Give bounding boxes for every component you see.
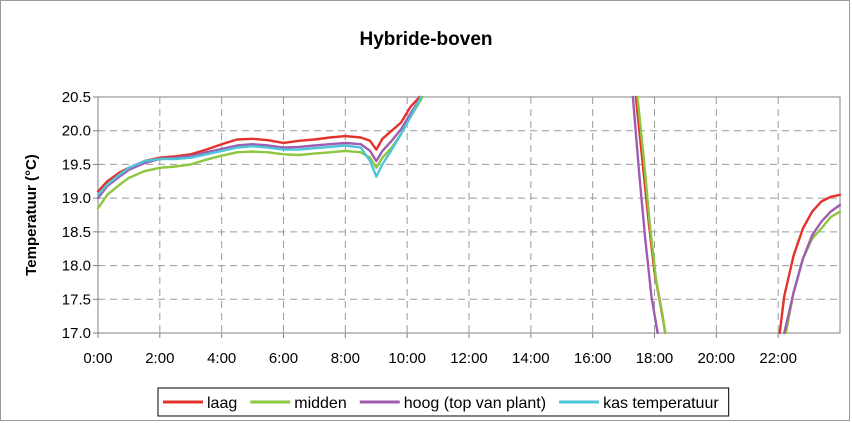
y-tick-label: 18.0 — [62, 258, 91, 275]
y-axis-label: Temperatuur (°C) — [23, 154, 40, 276]
x-tick-label: 16:00 — [574, 350, 612, 367]
x-tick-label: 10:00 — [388, 350, 426, 367]
y-tick-label: 17.0 — [62, 325, 91, 342]
y-tick-label: 17.5 — [62, 291, 91, 308]
y-tick-label: 18.5 — [62, 224, 91, 241]
series-line — [96, 95, 423, 196]
x-tick-label: 2:00 — [145, 350, 174, 367]
series-line — [783, 203, 842, 335]
grid-layer — [98, 97, 840, 333]
series-2 — [96, 95, 842, 335]
tick-layer: 17.0 17.5 18.0 18.5 19.0 19.5 20.0 20.5 0:00 2:00… — [62, 89, 797, 367]
series-line — [778, 193, 842, 335]
x-tick-label: 4:00 — [207, 350, 236, 367]
legend-label: hoog (top van plant) — [404, 395, 546, 412]
series-line — [636, 95, 667, 335]
legend-label: laag — [207, 395, 237, 412]
series-3 — [96, 95, 423, 196]
x-tick-label: 18:00 — [636, 350, 674, 367]
x-tick-label: 20:00 — [698, 350, 736, 367]
y-tick-label: 19.0 — [62, 190, 91, 207]
chart-title: Hybride-boven — [359, 29, 492, 50]
x-tick-label: 6:00 — [269, 350, 298, 367]
x-tick-label: 8:00 — [331, 350, 360, 367]
series-layer — [96, 95, 842, 335]
x-tick-label: 12:00 — [450, 350, 488, 367]
legend-label: midden — [294, 395, 346, 412]
y-tick-label: 19.5 — [62, 156, 91, 173]
series-line — [631, 95, 659, 335]
plot-border — [97, 96, 841, 334]
series-line — [96, 95, 424, 210]
legend-label: kas temperatuur — [603, 395, 719, 412]
y-tick-label: 20.0 — [62, 123, 91, 140]
y-tick-label: 20.5 — [62, 89, 91, 106]
series-1 — [96, 95, 842, 335]
x-tick-label: 14:00 — [512, 350, 550, 367]
series-0 — [96, 95, 842, 335]
legend: laag midden hoog (top van plant) kas temper… — [163, 395, 719, 412]
x-tick-label: 22:00 — [759, 350, 797, 367]
series-line — [784, 210, 842, 335]
x-tick-label: 0:00 — [83, 350, 112, 367]
series-line — [96, 95, 423, 200]
